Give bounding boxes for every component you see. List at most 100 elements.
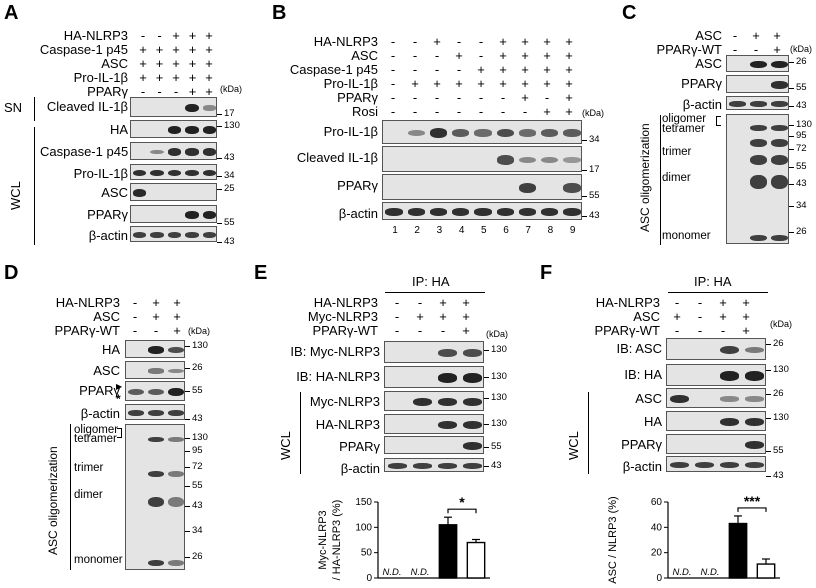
panel-label: A (4, 2, 19, 24)
mw-label: 72 (192, 461, 203, 472)
mw-tick (766, 344, 771, 345)
sign: - (697, 295, 703, 310)
sign: - (390, 76, 396, 91)
sign: + (139, 56, 147, 71)
lane-number: 8 (547, 225, 554, 236)
sign: - (478, 90, 484, 105)
band (750, 125, 767, 131)
mw-label: 130 (773, 412, 789, 423)
sign: + (173, 309, 181, 324)
sign: + (742, 323, 750, 338)
sign: + (462, 295, 470, 310)
lane-number: 6 (503, 225, 509, 236)
lane-number: 7 (525, 225, 531, 236)
blot-strip (130, 164, 217, 180)
sign: + (565, 76, 573, 91)
row-label: HA-NLRP3 (63, 28, 128, 43)
band (202, 148, 216, 156)
blot-strip (130, 142, 217, 160)
mw-tick (185, 451, 190, 452)
sign: + (742, 295, 750, 310)
band (518, 129, 537, 137)
band (750, 155, 767, 165)
kda-label: (kDa) (790, 44, 812, 54)
bar (728, 522, 748, 579)
row-label: ASC (695, 28, 722, 43)
sign: + (565, 104, 573, 119)
band (202, 105, 216, 111)
blot-label: Cleaved IL-1β (46, 99, 128, 114)
sign: + (565, 48, 573, 63)
band (150, 232, 164, 238)
sign: + (543, 62, 551, 77)
row-label: Pro-IL-1β (73, 70, 128, 85)
oligomer-label: oligomer (74, 424, 119, 436)
blot-label: PPARγ (337, 178, 378, 193)
band (437, 349, 458, 357)
sign: - (417, 323, 423, 338)
mw-tick (789, 88, 794, 89)
band (185, 232, 199, 238)
band (541, 208, 559, 216)
mw-tick (185, 438, 190, 439)
mw-tick (789, 184, 794, 185)
band (185, 169, 199, 177)
sign: - (390, 34, 396, 49)
band (462, 349, 483, 357)
band (496, 208, 514, 216)
band (541, 129, 559, 137)
sign: + (499, 48, 507, 63)
band (771, 235, 788, 241)
blot-label: ASC (635, 391, 662, 406)
mw-tick (766, 394, 771, 395)
sign: + (499, 62, 507, 77)
blot-label: Caspase-1 p45 (40, 144, 129, 159)
mw-label: 130 (491, 418, 507, 429)
band (462, 442, 483, 450)
mw-label: 130 (491, 392, 507, 403)
mw-label: 55 (796, 161, 807, 172)
band (518, 208, 537, 216)
mw-tick (484, 377, 489, 378)
blot-label: β-actin (338, 206, 378, 221)
sign: + (565, 90, 573, 105)
sign: - (394, 323, 400, 338)
mw-label: 43 (192, 413, 203, 424)
band (185, 126, 199, 134)
sign: + (499, 34, 507, 49)
blot-strip (130, 97, 217, 117)
oligomer-label: monomer (74, 554, 123, 566)
band (168, 346, 184, 354)
nd-label: N.D. (411, 567, 430, 578)
sign: - (456, 62, 462, 77)
blot-label: β-actin (622, 459, 662, 474)
sign: - (478, 48, 484, 63)
sign: + (188, 70, 197, 85)
blot-strip (384, 341, 484, 363)
band (150, 149, 164, 155)
mw-tick (217, 126, 222, 127)
sign: - (456, 34, 462, 49)
sign: + (742, 309, 750, 324)
y-tick-label: 0 (366, 573, 372, 584)
y-tick-label: 50 (361, 548, 373, 559)
sign: - (390, 48, 396, 63)
sign: + (173, 323, 181, 338)
lane-number: 5 (481, 225, 487, 236)
band (771, 139, 788, 147)
sign: + (139, 42, 147, 57)
oligomer-label: dimer (662, 172, 691, 184)
blot-strip (130, 205, 217, 223)
panel-label: D (4, 262, 19, 284)
sign: + (499, 76, 507, 91)
panel-label: C (622, 2, 637, 24)
sign: + (462, 323, 470, 338)
blot-strip (125, 340, 185, 358)
band (185, 103, 199, 113)
row-label: HA-NLRP3 (313, 34, 378, 49)
sign: - (153, 323, 159, 338)
band (771, 81, 788, 89)
band (437, 398, 458, 406)
blot-label: ASC (695, 56, 722, 71)
mw-label: 95 (192, 445, 203, 456)
